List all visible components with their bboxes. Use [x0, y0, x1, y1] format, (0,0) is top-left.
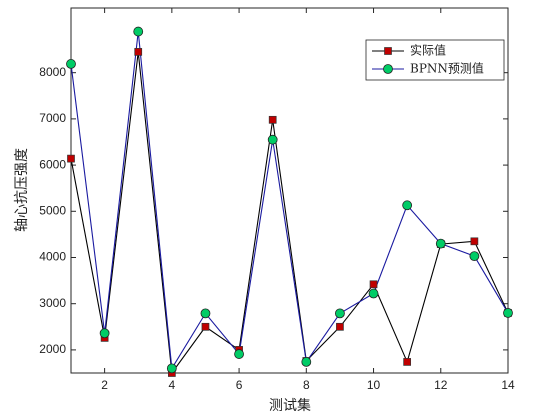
marker — [301, 357, 312, 367]
marker — [234, 349, 244, 359]
y-tick-label: 7000 — [39, 111, 66, 125]
marker — [134, 48, 143, 56]
x-tick-label: 2 — [101, 378, 108, 392]
marker — [368, 288, 379, 299]
x-tick-label: 8 — [303, 378, 310, 392]
marker — [402, 200, 413, 211]
marker — [166, 363, 177, 374]
legend-marker — [384, 47, 392, 55]
series-line — [70, 51, 509, 375]
x-tick-label: 4 — [169, 378, 176, 392]
x-axis-label: 测试集 — [269, 397, 311, 414]
marker — [469, 251, 480, 262]
marker — [470, 237, 479, 246]
y-tick-label: 2000 — [39, 342, 66, 356]
y-tick-label: 4000 — [39, 250, 66, 264]
marker — [503, 308, 513, 318]
legend-label: 实际值 — [410, 43, 446, 58]
marker — [99, 328, 110, 339]
x-tick-label: 6 — [236, 378, 243, 392]
marker — [201, 322, 210, 331]
x-tick-label: 14 — [501, 378, 515, 392]
marker — [67, 154, 75, 163]
marker — [133, 26, 144, 37]
legend-label: BPNN预测值 — [410, 61, 484, 76]
marker — [267, 134, 278, 145]
marker — [335, 308, 345, 319]
x-tick-label: 10 — [367, 378, 381, 392]
y-axis-label: 轴心抗压强度 — [14, 148, 30, 232]
marker — [369, 280, 378, 289]
marker — [435, 238, 446, 249]
y-tick-label: 3000 — [39, 296, 66, 310]
y-tick-label: 8000 — [39, 65, 66, 79]
marker — [403, 358, 412, 366]
x-tick-label: 12 — [434, 378, 448, 392]
marker — [200, 308, 211, 319]
y-tick-label: 6000 — [39, 157, 66, 171]
marker — [66, 59, 76, 69]
y-tick-label: 5000 — [39, 203, 66, 217]
series-line — [70, 31, 509, 371]
legend-marker — [383, 64, 393, 74]
marker — [268, 115, 277, 124]
marker — [336, 322, 344, 331]
